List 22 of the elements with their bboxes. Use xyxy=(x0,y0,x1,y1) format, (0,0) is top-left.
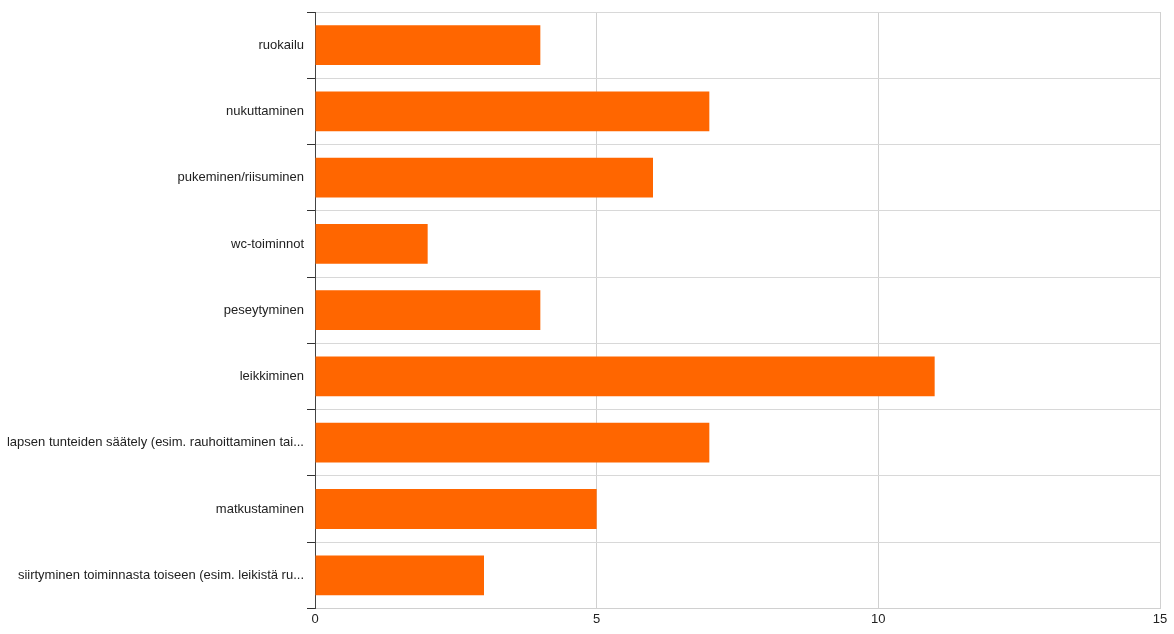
x-tick-label: 0 xyxy=(311,610,319,626)
bar xyxy=(315,290,541,331)
bar xyxy=(315,356,935,397)
bar xyxy=(315,91,710,132)
bar xyxy=(315,489,597,529)
bar xyxy=(315,157,653,198)
x-tick-label: 5 xyxy=(593,610,601,626)
bar xyxy=(315,25,541,66)
y-tick-label: ruokailu xyxy=(258,36,304,52)
y-tick-label: wc-toiminnot xyxy=(230,235,305,251)
x-tick-label: 15 xyxy=(1152,610,1168,626)
bar xyxy=(315,422,710,463)
bar xyxy=(315,555,484,596)
y-tick-label: pukeminen/riisuminen xyxy=(177,169,304,185)
y-tick-label: lapsen tunteiden säätely (esim. rauhoittaminen tai... xyxy=(6,434,304,450)
y-tick-label: siirtyminen toiminnasta toiseen (esim. leikistä ru... xyxy=(17,566,304,582)
y-tick-label: nukuttaminen xyxy=(225,102,304,118)
bar xyxy=(315,224,428,264)
y-tick-label: peseytyminen xyxy=(223,301,304,317)
y-tick-label: leikkiminen xyxy=(239,368,304,384)
y-tick-label: matkustaminen xyxy=(215,500,304,516)
x-tick-label: 10 xyxy=(871,610,886,626)
